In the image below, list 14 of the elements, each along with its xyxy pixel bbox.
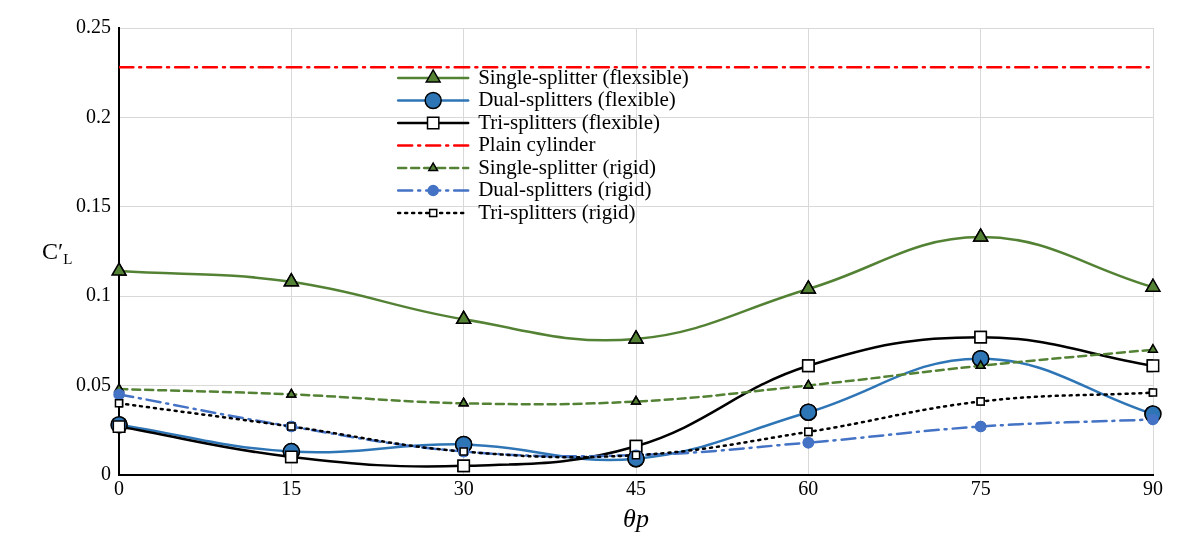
x-tick-label: 60 [798, 477, 819, 500]
y-tick-label: 0.2 [86, 104, 111, 127]
x-tick-label: 15 [281, 477, 302, 500]
x-axis-title: θp [623, 504, 649, 534]
y-tick-label: 0 [101, 462, 111, 485]
y-tick-label: 0.25 [76, 15, 111, 38]
x-tick-label: 75 [970, 477, 991, 500]
y-tick-label: 0.1 [86, 283, 111, 306]
legend-label: Single-splitter (flexsible) [478, 64, 689, 89]
x-tick-label: 45 [626, 477, 646, 500]
x-tick-label: 30 [453, 477, 474, 500]
y-tick-label: 0.15 [76, 193, 111, 216]
x-tick-label: 90 [1143, 477, 1163, 500]
y-tick-label: 0.05 [76, 372, 111, 395]
